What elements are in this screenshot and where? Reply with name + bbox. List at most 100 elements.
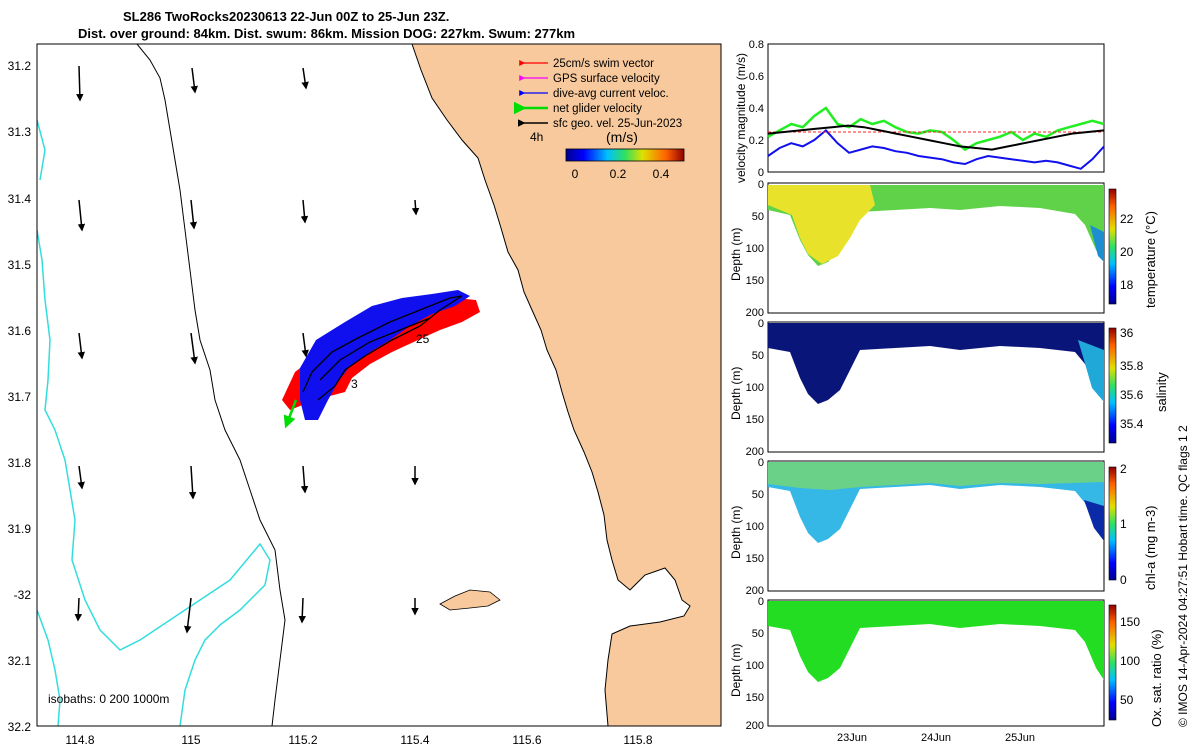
y-tick-8: -32 bbox=[14, 588, 32, 602]
legend-label-gps: GPS surface velocity bbox=[553, 73, 660, 85]
salinity-field bbox=[768, 323, 1104, 404]
x-tick-2: 115.2 bbox=[288, 733, 317, 747]
s-depth-50: 50 bbox=[752, 350, 764, 362]
chla-colorbar bbox=[1108, 466, 1117, 581]
x-tick-0: 114.8 bbox=[65, 733, 94, 747]
oxygen-colorbar-label: Ox. sat. ratio (%) bbox=[1149, 629, 1164, 727]
vel-y-tick-2: 0.4 bbox=[749, 103, 764, 115]
t-depth-50: 50 bbox=[752, 211, 764, 223]
isobaths-label: isobaths: 0 200 1000m bbox=[48, 692, 169, 706]
temp-cb-tick-1: 20 bbox=[1120, 245, 1134, 259]
c-depth-150: 150 bbox=[746, 553, 764, 565]
c-depth-100: 100 bbox=[746, 521, 764, 533]
glider-track: 25 3 bbox=[282, 290, 480, 429]
colorbar-title: (m/s) bbox=[606, 129, 638, 145]
chla-depth-label: Depth (m) bbox=[729, 505, 743, 559]
temperature-colorbar bbox=[1108, 188, 1117, 305]
colorbar-ticks: 22 20 18 36 35.8 35.6 35.4 2 1 0 150 100… bbox=[1120, 212, 1144, 707]
salinity-colorbar bbox=[1108, 327, 1117, 444]
s-depth-150: 150 bbox=[746, 414, 764, 426]
salinity-colorbar-label: salinity bbox=[1154, 372, 1169, 412]
coastline bbox=[411, 44, 691, 726]
chl-cb-tick-1: 1 bbox=[1120, 517, 1127, 531]
salinity-fresh-patch bbox=[1078, 340, 1104, 402]
oxygen-colorbar bbox=[1108, 604, 1117, 721]
map-legend: 25cm/s swim vector GPS surface velocity … bbox=[514, 58, 685, 181]
y-tick-9: 32.1 bbox=[8, 654, 32, 668]
c-depth-0: 0 bbox=[758, 457, 764, 469]
y-tick-3: 31.5 bbox=[8, 258, 32, 272]
colorbar-tick-2: 0.4 bbox=[653, 167, 670, 181]
figure-title-line1: SL286 TwoRocks20230613 22-Jun 00Z to 25-… bbox=[123, 9, 450, 24]
map-panel: 25 3 25cm/s swim vector GPS surface velo… bbox=[8, 43, 722, 747]
x-tick-4: 115.6 bbox=[512, 733, 541, 747]
velocity-y-label: velocity magnitude (m/s) bbox=[734, 52, 748, 183]
current-vector-band bbox=[300, 290, 470, 420]
t-depth-0: 0 bbox=[758, 179, 764, 191]
oxygen-depth-label: Depth (m) bbox=[729, 643, 743, 697]
velocity-series bbox=[767, 106, 1105, 170]
ox-cb-tick-0: 150 bbox=[1120, 615, 1140, 629]
vel-y-tick-3: 0.6 bbox=[749, 71, 764, 83]
depth-axes: 0 50 100 150 200 0 50 100 150 200 0 50 1… bbox=[746, 179, 764, 732]
ox-cb-tick-1: 100 bbox=[1120, 654, 1140, 668]
island-rottnest bbox=[439, 589, 501, 611]
s-depth-200: 200 bbox=[746, 446, 764, 458]
day-label-25: 25 bbox=[416, 332, 430, 346]
salinity-depth-label: Depth (m) bbox=[729, 366, 743, 420]
velocity-series-sfc-geo-vel- bbox=[767, 124, 1105, 151]
t-depth-100: 100 bbox=[746, 243, 764, 255]
temp-cb-tick-2: 18 bbox=[1120, 278, 1134, 292]
x-tick-1: 115 bbox=[181, 733, 200, 747]
isobath-1000m bbox=[37, 119, 271, 726]
vel-y-tick-1: 0.2 bbox=[749, 135, 764, 147]
t-depth-200: 200 bbox=[746, 307, 764, 319]
y-tick-6: 31.8 bbox=[8, 456, 32, 470]
y-tick-1: 31.3 bbox=[8, 125, 32, 139]
colorbar-tick-1: 0.2 bbox=[610, 167, 627, 181]
y-tick-4: 31.6 bbox=[8, 324, 32, 338]
o-depth-150: 150 bbox=[746, 692, 764, 704]
o-depth-0: 0 bbox=[758, 596, 764, 608]
section-panels: 0 50 100 150 200 0 50 100 150 200 0 50 1… bbox=[746, 179, 1144, 744]
geostrophic-velocity-field bbox=[74, 65, 420, 634]
chl-cb-tick-2: 0 bbox=[1120, 573, 1127, 587]
legend-label-net: net glider velocity bbox=[553, 103, 642, 115]
oxygen-field bbox=[768, 601, 1104, 682]
colorbar-tick-0: 0 bbox=[572, 167, 579, 181]
c-depth-50: 50 bbox=[752, 489, 764, 501]
credit-line: © IMOS 14-Apr-2024 04:27:51 Hobart time.… bbox=[1176, 425, 1190, 727]
time-tick-2: 25Jun bbox=[1005, 732, 1035, 744]
temp-cb-tick-0: 22 bbox=[1120, 212, 1134, 226]
vel-y-tick-4: 0.8 bbox=[749, 39, 764, 51]
sal-cb-tick-3: 35.4 bbox=[1120, 417, 1144, 431]
s-depth-0: 0 bbox=[758, 318, 764, 330]
day-label-3: 3 bbox=[351, 377, 358, 391]
speed-colorbar bbox=[565, 148, 685, 162]
time-tick-1: 24Jun bbox=[921, 732, 951, 744]
velocity-y-axis: 0 0.2 0.4 0.6 0.8 bbox=[749, 39, 764, 179]
isobath-200m bbox=[136, 44, 286, 726]
chla-surface-band bbox=[768, 462, 1104, 490]
time-axis: 23Jun 24Jun 25Jun bbox=[837, 732, 1035, 744]
temperature-cool-patch bbox=[1090, 225, 1104, 262]
x-tick-3: 115.4 bbox=[400, 733, 429, 747]
chla-deep-low bbox=[1084, 500, 1104, 541]
x-tick-5: 115.8 bbox=[623, 733, 652, 747]
temperature-depth-label: Depth (m) bbox=[729, 227, 743, 281]
y-tick-0: 31.2 bbox=[8, 59, 32, 73]
s-depth-100: 100 bbox=[746, 382, 764, 394]
legend-label-swim: 25cm/s swim vector bbox=[553, 58, 654, 70]
temperature-warm-core bbox=[768, 185, 875, 264]
map-y-axis: 31.2 31.3 31.4 31.5 31.6 31.7 31.8 31.9 … bbox=[8, 59, 32, 734]
track-line bbox=[302, 295, 463, 401]
y-tick-7: 31.9 bbox=[8, 522, 32, 536]
velocity-panel-frame bbox=[767, 43, 1105, 173]
legend-label-current: dive-avg current veloc. bbox=[553, 88, 669, 100]
sal-cb-tick-1: 35.8 bbox=[1120, 359, 1144, 373]
time-step-label: 4h bbox=[530, 130, 543, 144]
y-tick-2: 31.4 bbox=[8, 192, 32, 206]
y-tick-5: 31.7 bbox=[8, 390, 32, 404]
sal-cb-tick-2: 35.6 bbox=[1120, 388, 1144, 402]
